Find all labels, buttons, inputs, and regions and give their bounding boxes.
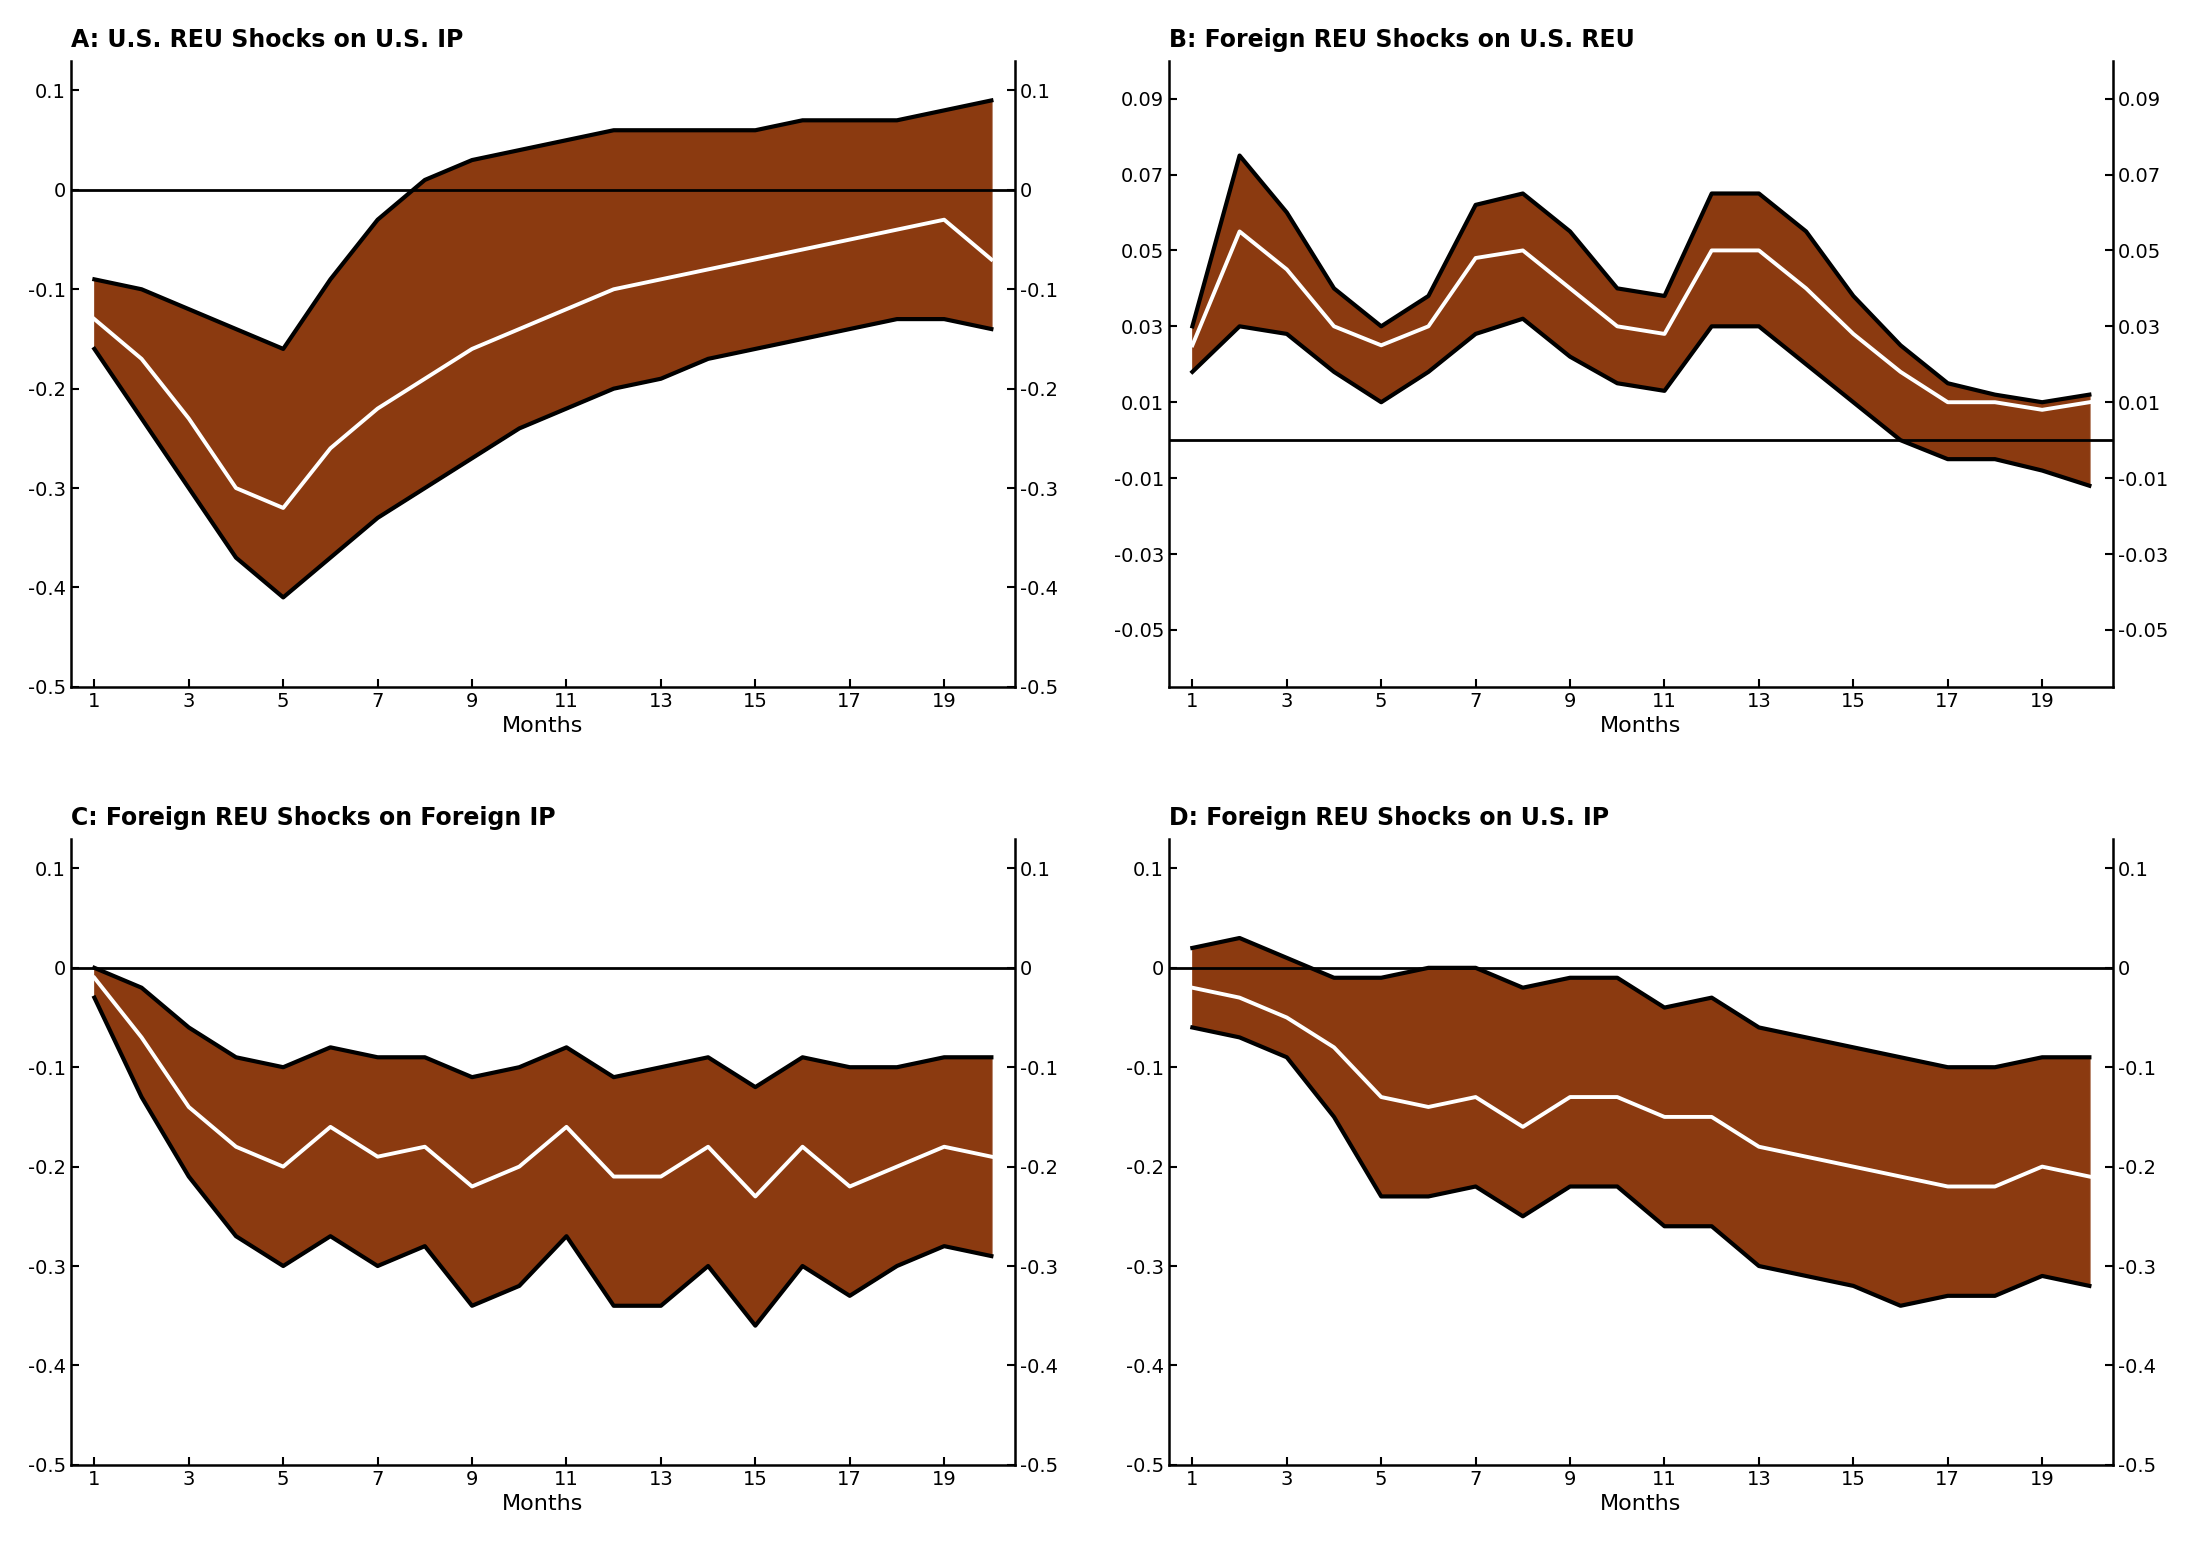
- Text: A: U.S. REU Shocks on U.S. IP: A: U.S. REU Shocks on U.S. IP: [70, 28, 463, 52]
- X-axis label: Months: Months: [1601, 1494, 1682, 1514]
- X-axis label: Months: Months: [1601, 717, 1682, 736]
- Text: B: Foreign REU Shocks on U.S. REU: B: Foreign REU Shocks on U.S. REU: [1168, 28, 1634, 52]
- X-axis label: Months: Months: [503, 1494, 584, 1514]
- X-axis label: Months: Months: [503, 717, 584, 736]
- Text: C: Foreign REU Shocks on Foreign IP: C: Foreign REU Shocks on Foreign IP: [70, 806, 556, 830]
- Text: D: Foreign REU Shocks on U.S. IP: D: Foreign REU Shocks on U.S. IP: [1168, 806, 1610, 830]
